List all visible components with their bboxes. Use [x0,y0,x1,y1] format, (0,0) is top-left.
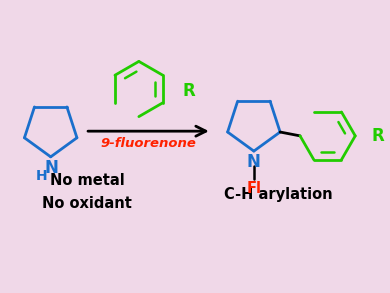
Text: No metal: No metal [50,173,124,188]
Text: N: N [44,159,58,177]
Text: N: N [247,153,261,171]
Text: R: R [371,127,384,145]
Text: No oxidant: No oxidant [42,197,132,212]
Text: Fl: Fl [246,180,261,196]
Text: C-H arylation: C-H arylation [225,187,333,202]
Text: H: H [35,169,47,183]
Text: R: R [183,82,195,100]
Text: 9-fluorenone: 9-fluorenone [101,137,197,150]
